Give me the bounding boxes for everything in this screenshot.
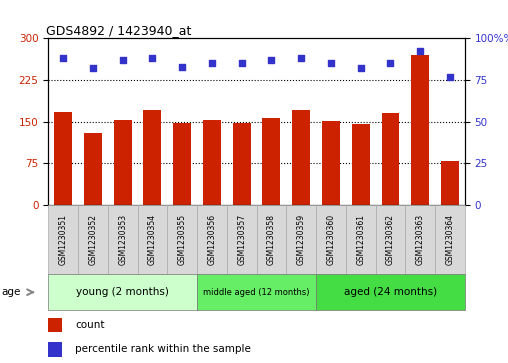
Text: percentile rank within the sample: percentile rank within the sample — [75, 344, 251, 354]
Bar — [167, 205, 197, 274]
Bar — [316, 205, 346, 274]
Point — [357, 65, 365, 71]
Text: GSM1230357: GSM1230357 — [237, 214, 246, 265]
Text: middle aged (12 months): middle aged (12 months) — [203, 288, 310, 297]
Text: GSM1230352: GSM1230352 — [88, 214, 98, 265]
Bar — [143, 110, 162, 205]
Point — [267, 57, 275, 63]
Bar — [173, 123, 191, 205]
Bar — [48, 274, 197, 310]
Bar — [441, 160, 459, 205]
Bar — [263, 118, 280, 205]
Bar — [346, 205, 375, 274]
Bar — [78, 205, 108, 274]
Bar — [411, 55, 429, 205]
Bar — [405, 205, 435, 274]
Text: GSM1230351: GSM1230351 — [58, 214, 68, 265]
Point — [118, 57, 126, 63]
Text: young (2 months): young (2 months) — [76, 287, 169, 297]
Point — [89, 65, 97, 71]
Text: GSM1230355: GSM1230355 — [178, 214, 186, 265]
Bar — [48, 342, 62, 357]
Point — [297, 55, 305, 61]
Bar — [48, 205, 78, 274]
Bar — [54, 111, 72, 205]
Text: GSM1230364: GSM1230364 — [446, 214, 455, 265]
Point — [208, 60, 216, 66]
Text: GDS4892 / 1423940_at: GDS4892 / 1423940_at — [46, 24, 192, 37]
Point — [416, 49, 424, 54]
Bar — [203, 120, 221, 205]
Bar — [322, 121, 340, 205]
Bar — [138, 205, 167, 274]
Point — [387, 60, 395, 66]
Text: age: age — [2, 287, 21, 297]
Bar — [84, 133, 102, 205]
Text: GSM1230353: GSM1230353 — [118, 214, 127, 265]
Text: GSM1230354: GSM1230354 — [148, 214, 157, 265]
Bar — [197, 274, 316, 310]
Text: aged (24 months): aged (24 months) — [344, 287, 437, 297]
Bar — [197, 205, 227, 274]
Point — [59, 55, 67, 61]
Bar — [375, 205, 405, 274]
Bar — [352, 124, 370, 205]
Bar — [108, 205, 138, 274]
Bar — [287, 205, 316, 274]
Text: GSM1230363: GSM1230363 — [416, 214, 425, 265]
Bar — [227, 205, 257, 274]
Bar — [292, 110, 310, 205]
Bar — [48, 318, 62, 333]
Text: count: count — [75, 320, 105, 330]
Point — [178, 64, 186, 69]
Text: GSM1230356: GSM1230356 — [207, 214, 216, 265]
Point — [238, 60, 246, 66]
Bar — [382, 113, 399, 205]
Point — [327, 60, 335, 66]
Text: GSM1230358: GSM1230358 — [267, 214, 276, 265]
Text: GSM1230360: GSM1230360 — [327, 214, 335, 265]
Bar — [435, 205, 465, 274]
Bar — [316, 274, 465, 310]
Text: GSM1230361: GSM1230361 — [356, 214, 365, 265]
Point — [148, 55, 156, 61]
Text: GSM1230362: GSM1230362 — [386, 214, 395, 265]
Bar — [233, 123, 250, 205]
Text: GSM1230359: GSM1230359 — [297, 214, 306, 265]
Point — [446, 74, 454, 79]
Bar — [257, 205, 287, 274]
Bar — [114, 120, 132, 205]
